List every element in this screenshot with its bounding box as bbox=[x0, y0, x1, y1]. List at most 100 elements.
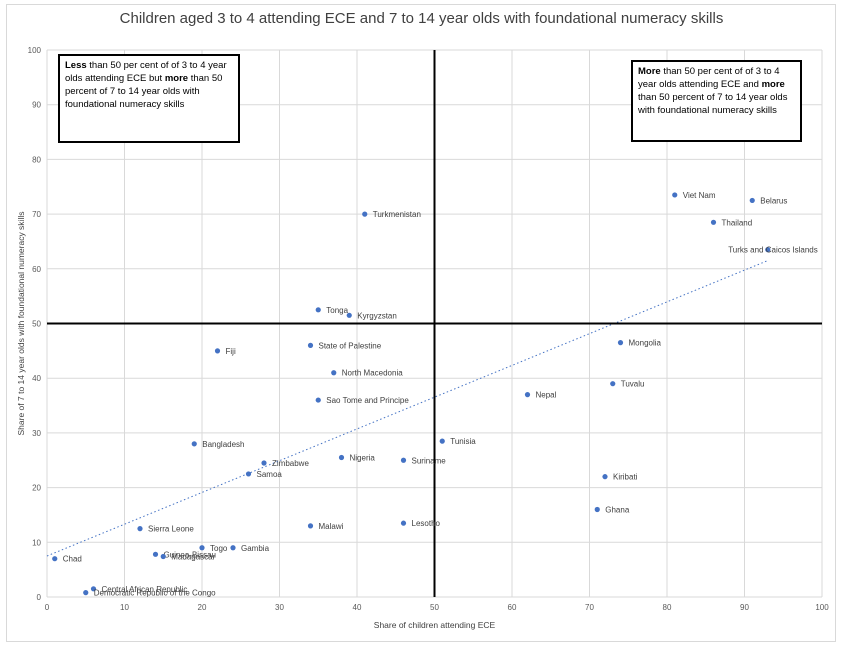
x-tick-label-8: 80 bbox=[663, 603, 672, 612]
data-point-6 bbox=[346, 312, 352, 318]
x-tick-label-0: 0 bbox=[45, 603, 50, 612]
data-point-21 bbox=[594, 506, 600, 513]
point-label-11: Tuvalu bbox=[621, 380, 645, 389]
y-tick-label-5: 50 bbox=[32, 320, 41, 329]
y-tick-label-10: 100 bbox=[28, 46, 42, 55]
data-point-31 bbox=[83, 590, 89, 596]
point-label-7: Mongolia bbox=[629, 339, 662, 348]
point-label-18: Zimbabwe bbox=[272, 459, 309, 468]
annotation-top-left-bold-1: Less bbox=[65, 60, 87, 71]
point-label-27: Guinea-Bissau bbox=[164, 550, 216, 559]
data-point-16 bbox=[338, 454, 345, 461]
data-point-8 bbox=[307, 342, 314, 348]
point-label-17: Suriname bbox=[412, 456, 447, 465]
point-label-10: North Macedonia bbox=[342, 369, 403, 378]
annotation-top-right-bold-2: more bbox=[761, 79, 785, 90]
x-axis-label: Share of children attending ECE bbox=[374, 620, 496, 630]
point-label-21: Ghana bbox=[605, 505, 630, 514]
data-point-12 bbox=[524, 392, 531, 398]
y-tick-label-3: 30 bbox=[32, 429, 41, 438]
x-tick-label-5: 50 bbox=[430, 603, 439, 612]
point-label-15: Bangladesh bbox=[202, 440, 244, 449]
data-point-11 bbox=[610, 381, 616, 387]
y-tick-label-9: 90 bbox=[32, 101, 41, 110]
annotation-top-left-bold-2: more bbox=[164, 73, 189, 84]
y-tick-label-2: 20 bbox=[32, 484, 41, 493]
point-label-22: Lesotho bbox=[412, 519, 441, 528]
x-tick-label-3: 30 bbox=[275, 603, 284, 612]
y-tick-label-7: 70 bbox=[32, 210, 41, 219]
data-point-15 bbox=[191, 441, 197, 447]
x-tick-label-2: 20 bbox=[198, 603, 207, 612]
point-label-24: Sierra Leone bbox=[148, 525, 194, 534]
y-axis-label: Share of 7 to 14 year olds with foundati… bbox=[16, 212, 26, 436]
x-tick-label-6: 60 bbox=[508, 603, 517, 612]
annotation-top-right: More than 50 per cent of of 3 to 4 year … bbox=[631, 60, 802, 142]
point-label-16: Nigeria bbox=[350, 454, 376, 463]
data-point-0 bbox=[672, 192, 678, 198]
data-point-25 bbox=[199, 545, 205, 551]
point-label-5: Tonga bbox=[326, 306, 348, 315]
y-axis-ticks: 0 10 20 30 40 50 60 70 80 90 100 bbox=[28, 46, 42, 602]
data-point-29 bbox=[52, 556, 58, 562]
data-point-9 bbox=[214, 348, 221, 354]
data-point-2 bbox=[710, 219, 717, 225]
point-label-20: Kiribati bbox=[613, 473, 638, 482]
point-label-2: Thailand bbox=[722, 218, 753, 227]
data-point-30 bbox=[90, 586, 97, 592]
data-point-28 bbox=[160, 553, 166, 560]
x-axis-ticks: 0 10 20 30 40 50 60 70 80 90 100 bbox=[45, 603, 829, 612]
x-tick-label-7: 70 bbox=[585, 603, 594, 612]
data-point-17 bbox=[400, 457, 407, 463]
data-point-13 bbox=[315, 397, 321, 403]
annotation-top-left-text-1: than 50 per cent of of 3 to 4 year olds … bbox=[65, 60, 227, 84]
point-label-30: Central African Republic bbox=[102, 585, 188, 594]
point-label-23: Malawi bbox=[319, 522, 344, 531]
data-point-3 bbox=[765, 247, 771, 253]
point-label-31: Democratic Republic of the Congo bbox=[94, 589, 216, 598]
data-point-14 bbox=[439, 438, 445, 444]
data-point-20 bbox=[602, 474, 608, 480]
data-point-7 bbox=[617, 340, 624, 346]
point-label-13: Sao Tome and Principe bbox=[326, 396, 409, 405]
x-tick-label-1: 10 bbox=[120, 603, 129, 612]
x-tick-label-4: 40 bbox=[353, 603, 362, 612]
data-point-19 bbox=[245, 471, 252, 477]
data-point-4 bbox=[362, 211, 368, 217]
data-point-10 bbox=[331, 370, 337, 376]
data-point-23 bbox=[307, 523, 314, 529]
point-label-0: Viet Nam bbox=[683, 191, 716, 200]
y-tick-label-6: 60 bbox=[32, 265, 41, 274]
point-label-28: Madagascar bbox=[171, 553, 215, 562]
data-point-18 bbox=[261, 460, 267, 466]
point-label-8: State of Palestine bbox=[319, 341, 382, 350]
x-tick-label-10: 100 bbox=[815, 603, 829, 612]
point-label-1: Belarus bbox=[760, 196, 787, 205]
data-point-1 bbox=[749, 197, 755, 204]
annotation-top-left: Less than 50 per cent of of 3 to 4 year … bbox=[58, 54, 240, 143]
x-tick-label-9: 90 bbox=[740, 603, 749, 612]
point-label-4: Turkmenistan bbox=[373, 210, 421, 219]
trendline bbox=[46, 260, 768, 557]
point-label-25: Togo bbox=[210, 544, 228, 553]
y-tick-label-8: 80 bbox=[32, 155, 41, 164]
point-label-26: Gambia bbox=[241, 544, 270, 553]
data-point-27 bbox=[152, 551, 159, 557]
data-point-24 bbox=[137, 526, 143, 532]
data-point-26 bbox=[230, 545, 236, 551]
y-tick-label-0: 0 bbox=[37, 593, 42, 602]
y-tick-label-1: 10 bbox=[32, 538, 41, 547]
annotation-top-left-text-2: than 50 percent of 7 to 14 year olds wit… bbox=[65, 73, 223, 110]
point-label-19: Samoa bbox=[257, 470, 283, 479]
chart-title: Children aged 3 to 4 attending ECE and 7… bbox=[119, 10, 724, 27]
annotation-top-right-text-1: than 50 per cent of of 3 to 4 year olds … bbox=[638, 66, 780, 90]
point-label-14: Tunisia bbox=[450, 437, 476, 446]
point-label-12: Nepal bbox=[536, 391, 557, 400]
annotation-top-right-text-2: than 50 percent of 7 to 14 year olds wit… bbox=[638, 92, 788, 116]
data-points: Viet Nam Belarus Thailand Turks and Caicos … bbox=[52, 191, 818, 598]
point-label-9: Fiji bbox=[226, 347, 236, 356]
data-point-5 bbox=[315, 307, 321, 313]
data-point-22 bbox=[400, 520, 407, 526]
y-tick-label-4: 40 bbox=[32, 374, 41, 383]
